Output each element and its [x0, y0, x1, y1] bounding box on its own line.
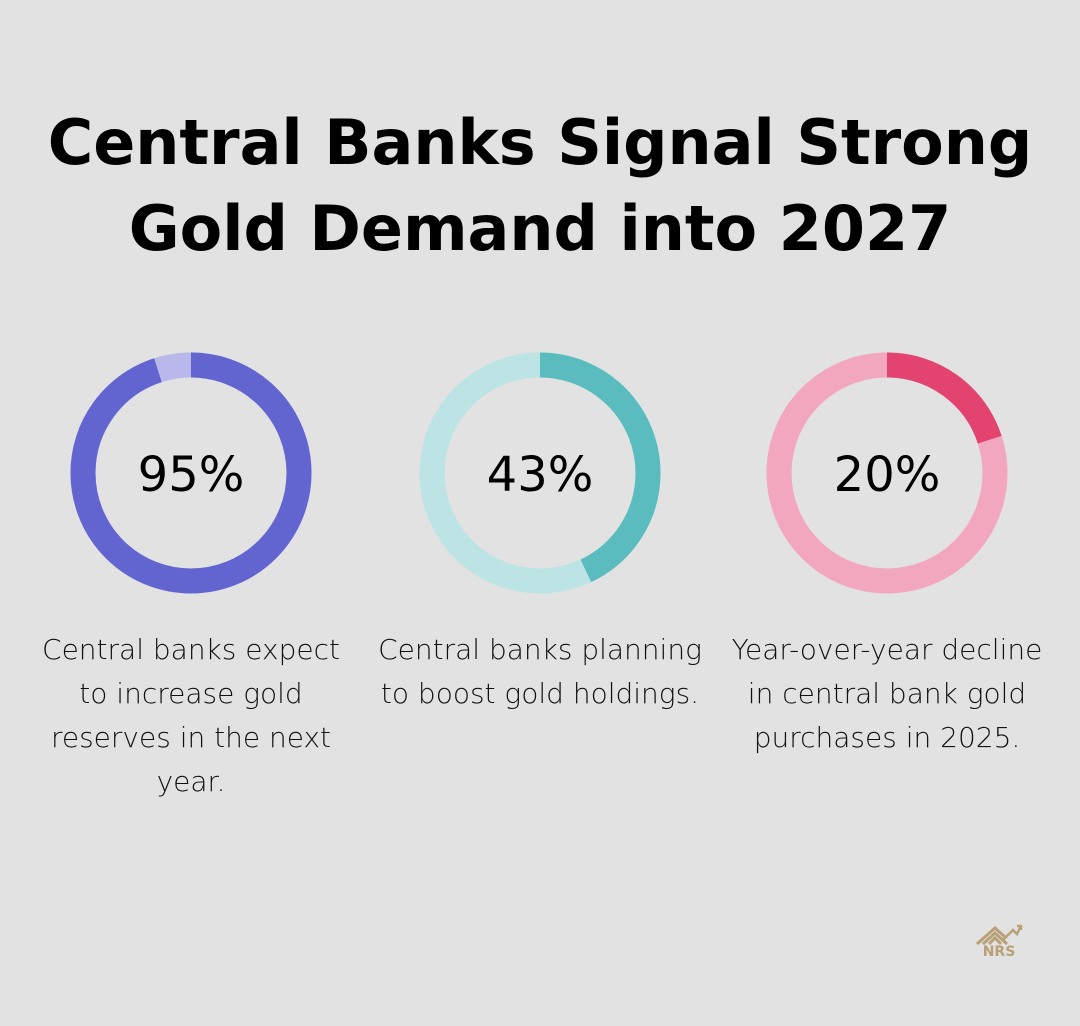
donut-chart-2: 43%	[419, 352, 661, 594]
donut-percent-label-2: 43%	[487, 447, 594, 503]
stat-description-3: Year-over-year decline in central bank g…	[731, 633, 1043, 754]
donut-chart-3: 20%	[766, 352, 1008, 594]
donut-value-arc-2	[419, 352, 661, 594]
chart-title-line-1: Central Banks Signal Strong	[47, 106, 1033, 179]
chart-title-line-2: Gold Demand into 2027	[128, 192, 952, 265]
stat-card-2: 43% Central banks planning to boost gold…	[375, 352, 705, 716]
stat-description-1: Central banks expect to increase gold re…	[42, 633, 340, 798]
donut-chart-1: 95%	[70, 352, 312, 594]
chart-title: Central Banks Signal Strong Gold Demand …	[0, 100, 1080, 272]
donut-value-arc-3	[766, 352, 1008, 594]
nrs-logo-text: NRS	[982, 944, 1016, 960]
house-chart-logo-icon	[976, 924, 1023, 946]
donut-value-arc-1	[70, 352, 312, 594]
stat-card-1: 95% Central banks expect to increase gol…	[26, 352, 356, 804]
stat-card-3: 20% Year-over-year decline in central ba…	[722, 352, 1052, 760]
stat-description-2: Central banks planning to boost gold hol…	[378, 633, 702, 710]
donut-percent-label-3: 20%	[834, 447, 941, 503]
donut-percent-label-1: 95%	[138, 447, 245, 503]
